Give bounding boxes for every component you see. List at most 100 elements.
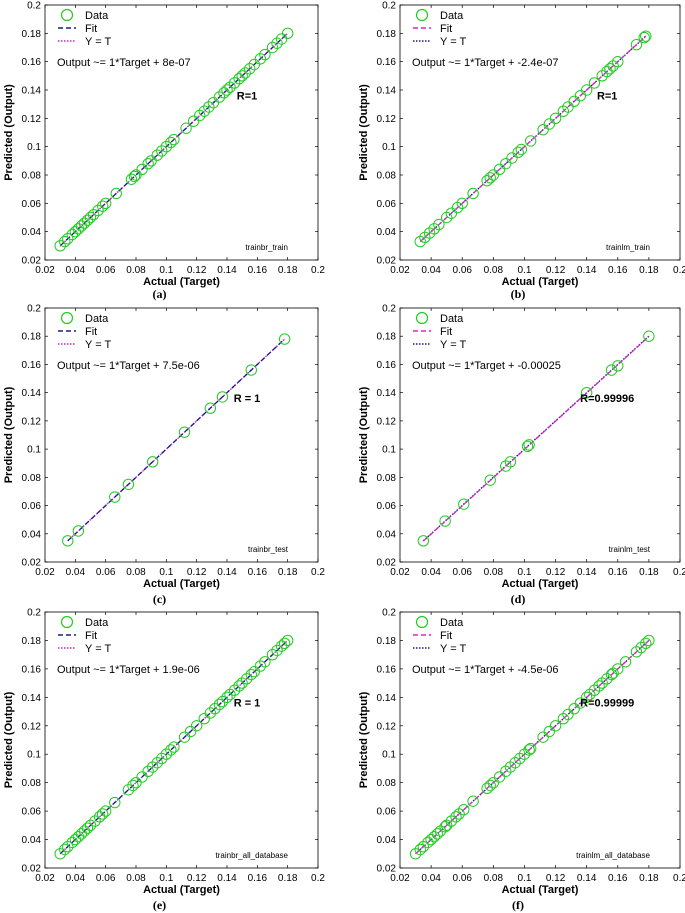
data-point [266, 41, 279, 54]
data-point [487, 776, 500, 789]
data-point [588, 77, 601, 89]
legend-label-data: Data [440, 313, 464, 325]
data-point [75, 220, 88, 232]
data-point [224, 688, 236, 701]
panel-6: 0.02 0.04 0.06 0.08 0.1 0.12 0.14 0.16 0.18 0.2 0.… [358, 608, 685, 913]
x-tick-label: 0.18 [278, 873, 298, 884]
x-axis-label: Actual (Target) [143, 276, 220, 288]
panel-4: 0.02 0.04 0.06 0.08 0.1 0.12 0.14 0.16 0.18 0.2 0.… [358, 304, 685, 607]
r-value: R = 1 [234, 698, 261, 710]
x-tick-label: 0.02 [390, 567, 410, 578]
y-tick-label: 0.02 [22, 864, 42, 875]
data-point [605, 364, 618, 376]
data-point [481, 174, 493, 187]
data-point [259, 48, 271, 61]
panel-letter: (a) [153, 287, 167, 301]
y-tick-label: 0.08 [22, 778, 42, 789]
y-tick-label: 0.18 [377, 636, 397, 647]
data-point [122, 478, 135, 491]
data-point [198, 105, 210, 117]
legend-label-fit: Fit [85, 630, 97, 642]
data-point [218, 87, 230, 99]
data-point [54, 848, 66, 860]
data-point [248, 58, 261, 71]
legend-label-yt: Y = T [440, 36, 466, 48]
panel-letter: (e) [153, 898, 166, 912]
x-tick-label: 0.2 [311, 567, 325, 578]
data-point [59, 843, 71, 856]
fit-equation: Output ~= 1*Target + 1.9e-06 [57, 664, 200, 676]
data-point [493, 771, 506, 783]
y-tick-label: 0.16 [22, 57, 42, 68]
y-tick-label: 0.16 [377, 57, 397, 68]
panel-3: 0.02 0.04 0.06 0.08 0.1 0.12 0.14 0.16 0.18 0.2 0.… [3, 304, 325, 607]
y-tick-label: 0.14 [22, 86, 42, 97]
data-point [142, 765, 154, 777]
data-point [493, 163, 506, 176]
y-tick-label: 0.06 [377, 199, 397, 210]
data-point [433, 218, 445, 231]
y-tick-label: 0.18 [22, 636, 42, 647]
data-point [213, 698, 226, 711]
data-point [151, 149, 163, 161]
x-tick-label: 0.08 [484, 567, 504, 578]
data-point [93, 811, 106, 823]
x-tick-label: 0.2 [673, 873, 685, 884]
data-point [245, 668, 257, 681]
y-tick-label: 0.12 [377, 114, 397, 125]
panel-letter: (f) [512, 898, 524, 912]
data-point [521, 440, 534, 452]
data-point [96, 808, 109, 820]
data-point [278, 333, 291, 345]
legend-label-yt: Y = T [85, 36, 111, 48]
x-tick-label: 0.2 [311, 873, 325, 884]
data-point [524, 135, 537, 147]
r-value: R=0.99996 [580, 393, 634, 405]
data-point [109, 796, 121, 809]
x-tick-label: 0.12 [546, 265, 566, 276]
data-point [178, 426, 191, 438]
y-tick-label: 0.06 [22, 199, 42, 210]
legend-label-yt: Y = T [440, 643, 466, 655]
fit-line [59, 32, 289, 247]
data-point [254, 660, 267, 672]
algorithm-tag: trainlm_test [609, 545, 651, 554]
legend-label-data: Data [440, 10, 464, 22]
data-point [245, 364, 257, 376]
data-point [612, 663, 624, 675]
data-point [506, 152, 518, 164]
data-point [216, 695, 229, 708]
data-point [69, 833, 82, 846]
x-tick-label: 0.12 [187, 567, 207, 578]
y-tick-label: 0.18 [22, 332, 42, 343]
data-point [204, 402, 217, 414]
data-point [165, 744, 177, 756]
y-tick-label: 0.12 [377, 416, 397, 427]
legend-label-yt: Y = T [85, 643, 111, 655]
data-point [259, 656, 271, 668]
x-tick-label: 0.04 [66, 265, 86, 276]
data-point [127, 779, 139, 792]
y-tick-label: 0.18 [377, 332, 397, 343]
data-point [523, 439, 535, 451]
y-tick-label: 0.14 [377, 86, 397, 97]
x-tick-label: 0.2 [673, 567, 685, 578]
x-tick-label: 0.04 [421, 265, 441, 276]
data-point [72, 831, 85, 843]
data-point [248, 666, 261, 678]
data-point [236, 70, 248, 82]
y-tick-label: 0.16 [377, 360, 397, 371]
data-point [145, 155, 157, 167]
y-axis-label: Predicted (Output) [358, 386, 370, 483]
y-axis-label: Predicted (Output) [3, 691, 15, 788]
algorithm-tag: trainbr_train [245, 243, 288, 252]
y-tick-label: 0.06 [377, 501, 397, 512]
y-tick-label: 0.08 [22, 473, 42, 484]
y-tick-label: 0.12 [377, 721, 397, 732]
y-tick-label: 0.04 [22, 227, 42, 238]
y-tick-label: 0.12 [22, 721, 42, 732]
data-point [241, 673, 253, 685]
y-axis-label: Predicted (Output) [358, 691, 370, 788]
data-point [458, 498, 470, 510]
x-tick-label: 0.16 [248, 873, 268, 884]
